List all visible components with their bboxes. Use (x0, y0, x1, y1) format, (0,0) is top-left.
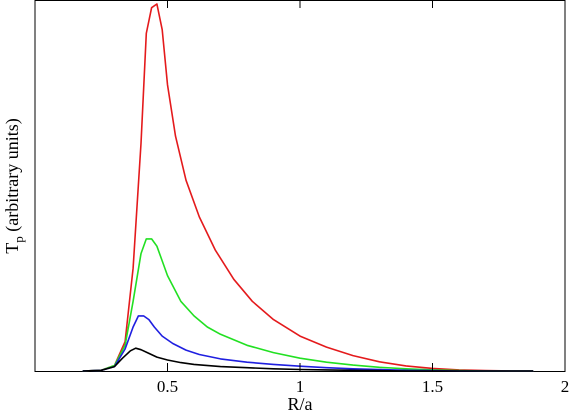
series-line-2 (82, 238, 534, 372)
plot-area-frame (34, 0, 566, 372)
tick-layer: 0.5 1 1.5 2 (157, 0, 569, 396)
x-tick-label: 2 (561, 377, 570, 396)
y-axis-label-main: T (2, 243, 22, 254)
series-line-3 (82, 315, 534, 372)
x-tick-label: 0.5 (157, 377, 178, 396)
y-axis-label-subscript: p (11, 236, 26, 243)
series-layer (82, 3, 534, 372)
y-axis-label-rest: (arbitrary units) (2, 118, 23, 236)
x-axis-label: R/a (288, 394, 313, 414)
x-tick-label: 1.5 (422, 377, 443, 396)
series-line-1 (82, 3, 534, 372)
x-tick-label: 1 (296, 377, 305, 396)
y-axis-label: Tp (arbitrary units) (2, 118, 26, 253)
